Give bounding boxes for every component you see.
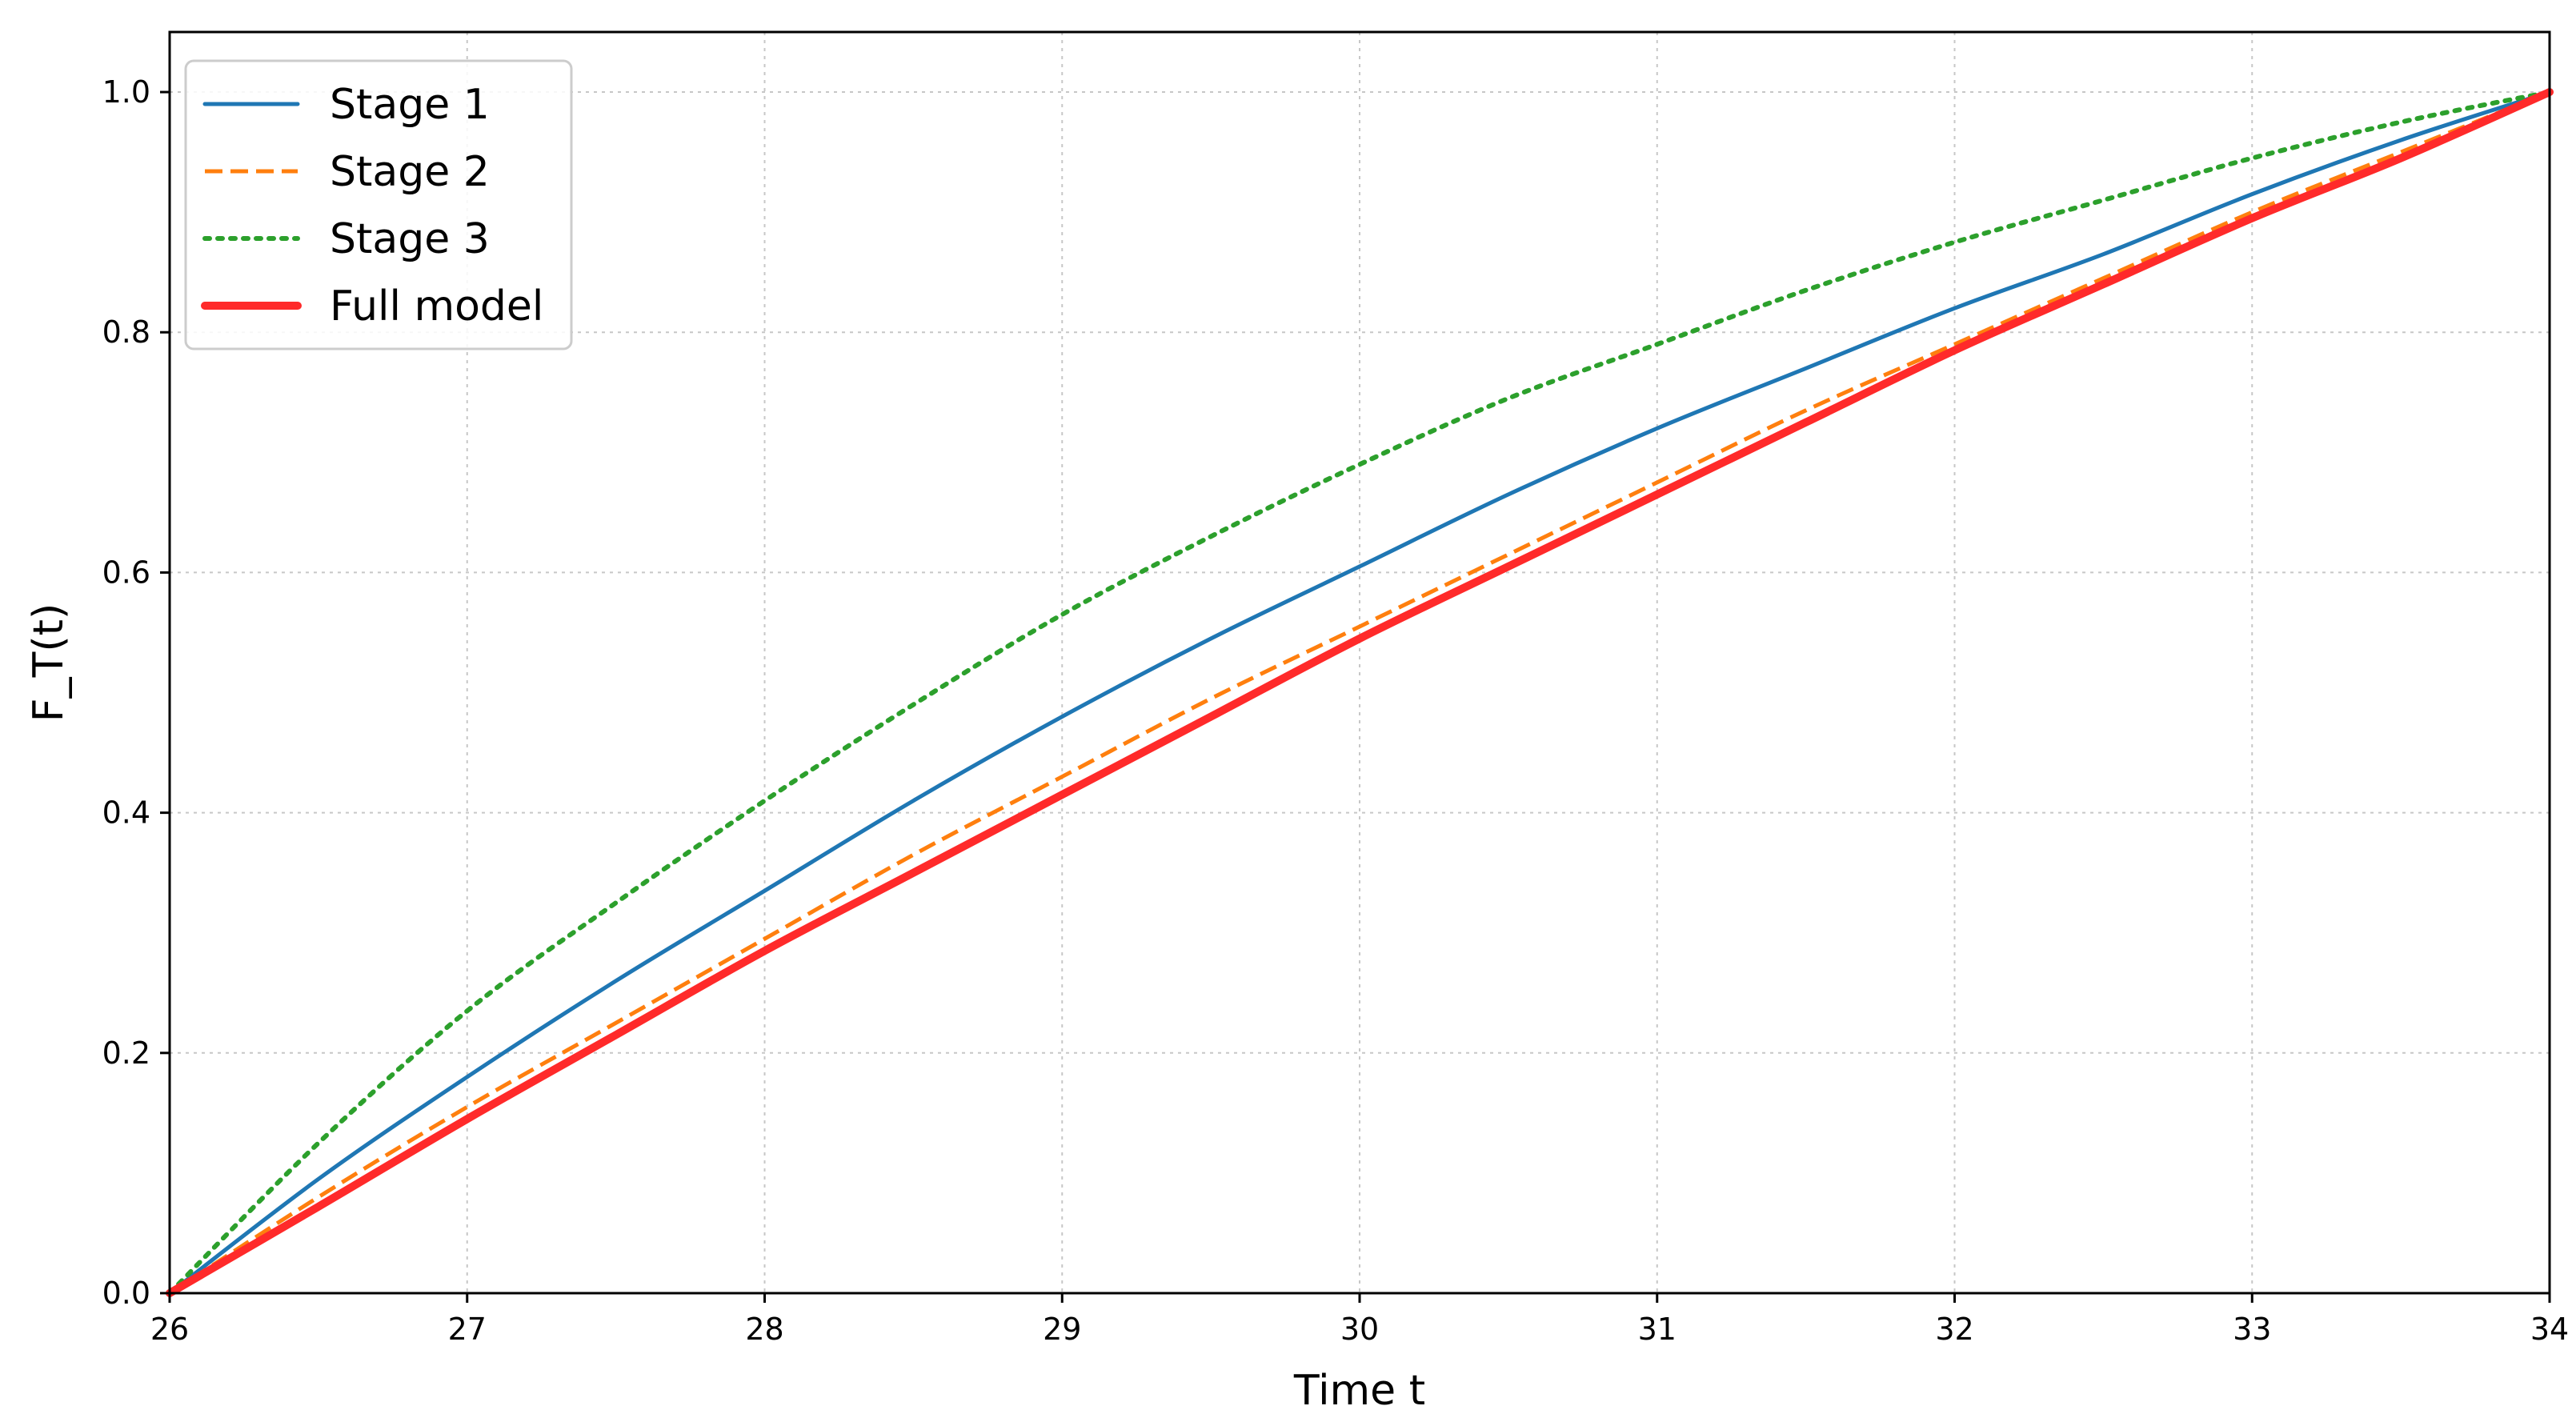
series-lines [166,88,2554,1297]
x-tick-label: 33 [2233,1312,2271,1347]
x-tick-label: 32 [1935,1312,1973,1347]
y-tick-label: 0.6 [102,555,150,590]
x-tick-label: 30 [1340,1312,1379,1347]
axis-ticks: 26 27 28 29 30 31 32 33 34 0.0 0.2 0.4 0.6 0.8 1.0 [102,74,2570,1347]
y-tick-label: 0.2 [102,1035,150,1071]
series-line-full-model [166,88,2554,1297]
x-tick-label: 27 [448,1312,487,1347]
y-tick-label: 1.0 [102,74,150,110]
series-line-stage-2 [168,90,2550,1296]
y-tick-label: 0.0 [102,1276,150,1311]
x-tick-label: 34 [2530,1312,2569,1347]
x-tick-label: 29 [1043,1312,1081,1347]
legend-box [184,59,573,350]
series-line-stage-3 [167,90,2552,1296]
x-tick-label: 26 [150,1312,189,1347]
legend-label: Stage 1 [330,81,490,129]
x-axis-label: Time t [1293,1367,1425,1415]
series-line-stage-1 [167,90,2552,1296]
y-tick-label: 0.8 [102,314,150,350]
x-tick-label: 28 [745,1312,783,1347]
legend-label: Stage 2 [330,148,490,196]
legend-label: Stage 3 [330,215,490,263]
legend-label: Full model [330,282,543,330]
y-tick-label: 0.4 [102,795,150,831]
legend: Stage 1 Stage 2 Stage 3 Full model [184,59,573,350]
x-tick-label: 31 [1638,1312,1677,1347]
y-axis-label: F_T(t) [25,603,73,723]
